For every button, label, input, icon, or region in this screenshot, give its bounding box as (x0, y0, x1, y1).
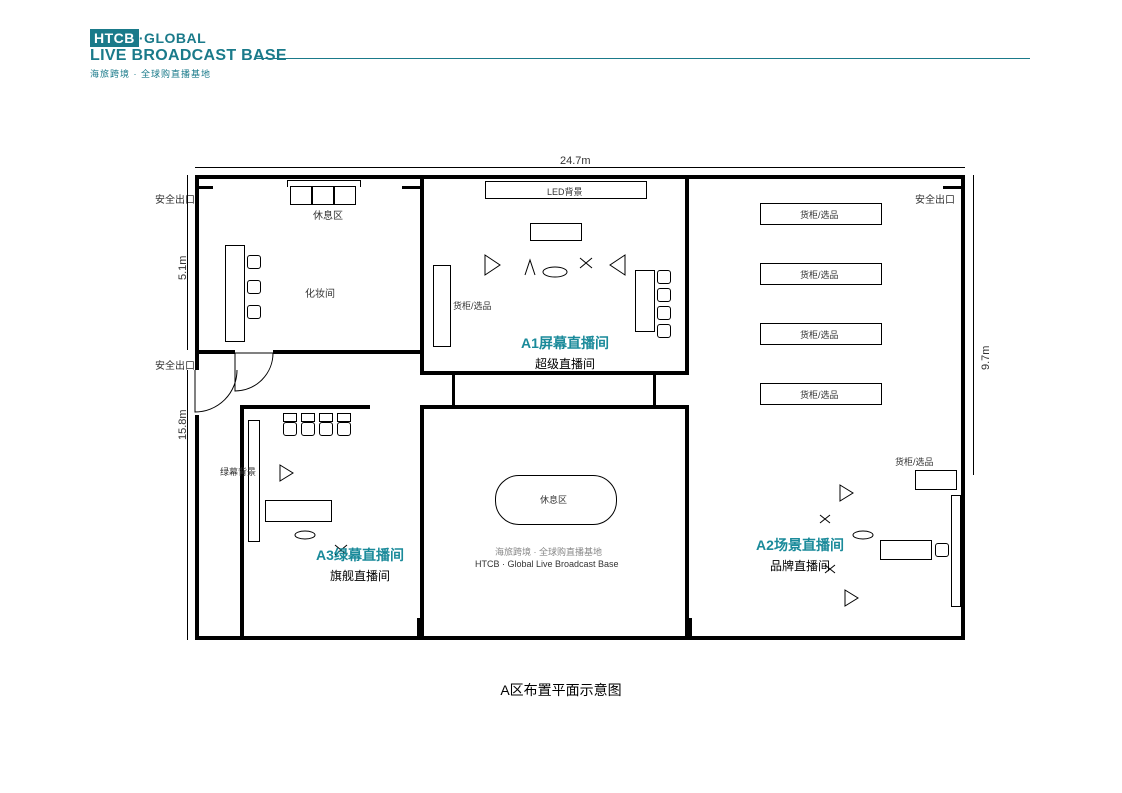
wall-stub (452, 375, 455, 405)
door-arc-icon (235, 353, 275, 393)
brand-line2: LIVE BROADCAST BASE (90, 47, 287, 65)
wall (961, 175, 965, 640)
wall-stub (402, 186, 420, 189)
dim-line-l1 (187, 175, 188, 350)
page: HTCB·GLOBAL LIVE BROADCAST BASE 海旅跨境 · 全… (0, 0, 1122, 793)
sofa-seat (334, 186, 356, 205)
a1-sub: 超级直播间 (495, 355, 635, 372)
label-led: LED背景 (547, 185, 583, 198)
sofa-seat (290, 186, 312, 205)
stool-icon (319, 422, 333, 436)
makeup-counter (225, 245, 245, 342)
room-a3-title: A3绿幕直播间 旗舰直播间 (295, 545, 425, 584)
wall (195, 636, 965, 640)
stool-back (301, 413, 315, 422)
wall (195, 415, 199, 640)
room-a2-title: A2场景直播间 品牌直播间 (730, 535, 870, 574)
wall-stub (943, 186, 961, 189)
door-arc-icon (195, 370, 240, 415)
label-rest-center: 休息区 (540, 493, 567, 506)
label-green-text: 绿幕背景 (220, 465, 256, 478)
label-rest: 休息区 (313, 207, 343, 222)
dim-line-top (195, 167, 965, 168)
a3-sub: 旗舰直播间 (295, 567, 425, 584)
stool-icon (657, 270, 671, 284)
stool-icon (337, 422, 351, 436)
stool-icon (247, 280, 261, 294)
label-shelf-r1: 货柜/选品 (800, 208, 839, 221)
wall (685, 405, 689, 640)
a2-side (951, 495, 961, 607)
brand-line1: HTCB·GLOBAL (90, 30, 287, 46)
stool-icon (283, 422, 297, 436)
a1-side-table (635, 270, 655, 332)
dim-line-l2 (187, 370, 188, 640)
dim-right: 9.7m (980, 346, 992, 370)
center-cn: 海旅跨境 · 全球购直播基地 (495, 545, 602, 558)
stool-icon (657, 288, 671, 302)
label-shelf-r4: 货柜/选品 (800, 388, 839, 401)
stool-icon (247, 305, 261, 319)
wall (423, 405, 686, 409)
stool-icon (657, 306, 671, 320)
green-screen (248, 420, 260, 542)
stool-icon (935, 543, 949, 557)
stool-icon (247, 255, 261, 269)
stool-icon (301, 422, 315, 436)
equipment-icons (480, 250, 630, 285)
label-shelf-r2: 货柜/选品 (800, 268, 839, 281)
label-exit-ml: 安全出口 (155, 357, 195, 372)
a2-sub: 品牌直播间 (730, 557, 870, 574)
wall (195, 175, 965, 179)
dim-line-r (973, 175, 974, 475)
a1-desk (530, 223, 582, 241)
room-a1-title: A1屏幕直播间 超级直播间 (495, 333, 635, 372)
caption: A区布置平面示意图 (0, 680, 1122, 700)
stool-back (319, 413, 333, 422)
brand-box: HTCB (90, 29, 139, 47)
header-logo: HTCB·GLOBAL LIVE BROADCAST BASE 海旅跨境 · 全… (90, 30, 287, 80)
a1-title: A1屏幕直播间 (495, 333, 635, 353)
sofa-seat (312, 186, 334, 205)
floor-plan: 休息区 化妆间 安全出口 安全出口 安全出口 LED背景 (195, 175, 965, 640)
header-rule (255, 58, 1030, 59)
wall (240, 405, 244, 640)
wall (195, 350, 235, 354)
label-shelf-a1: 货柜/选品 (453, 299, 492, 312)
label-exit-tr: 安全出口 (915, 191, 955, 206)
label-shelf-a2: 货柜/选品 (895, 455, 934, 468)
center-en: HTCB · Global Live Broadcast Base (475, 559, 619, 569)
stool-back (337, 413, 351, 422)
wall-stub (417, 618, 420, 636)
stool-back (283, 413, 297, 422)
dim-top: 24.7m (560, 155, 591, 167)
wall (420, 175, 424, 375)
a1-shelf (433, 265, 451, 347)
wall (685, 175, 689, 375)
a2-title: A2场景直播间 (730, 535, 870, 555)
label-makeup: 化妆间 (305, 285, 335, 300)
wall (195, 175, 199, 370)
brand-global: ·GLOBAL (139, 30, 206, 46)
label-shelf-r3: 货柜/选品 (800, 328, 839, 341)
wall (420, 405, 424, 640)
a3-title: A3绿幕直播间 (295, 545, 425, 565)
wall (240, 405, 370, 409)
wall-stub (653, 375, 656, 405)
brand-line3: 海旅跨境 · 全球购直播基地 (90, 67, 287, 80)
wall (273, 350, 423, 354)
wall-stub (199, 186, 213, 189)
wall-stub (689, 618, 692, 636)
label-exit-tl: 安全出口 (155, 191, 195, 206)
stool-icon (657, 324, 671, 338)
